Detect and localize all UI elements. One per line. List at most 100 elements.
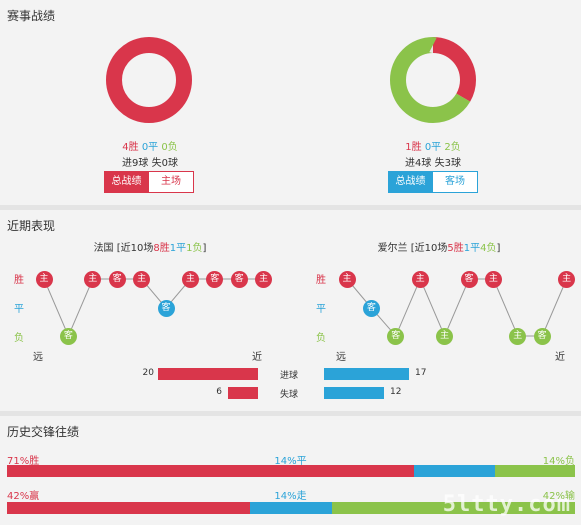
right-form-draws: 1平 bbox=[463, 243, 481, 254]
history-draw-pct: 14%平 bbox=[274, 456, 307, 467]
left-goals-summary: 进9球 失0球 bbox=[100, 154, 200, 169]
left-scored-bar bbox=[158, 368, 258, 380]
left-form-result-dot[interactable]: 主 bbox=[35, 270, 53, 288]
left-form-result-dot[interactable]: 客 bbox=[108, 270, 126, 288]
scored-label: 进球 bbox=[280, 371, 299, 381]
left-team-name: 法国 bbox=[93, 243, 114, 254]
left-goals-against: 失0球 bbox=[151, 158, 178, 169]
right-goals-summary: 进4球 失3球 bbox=[383, 154, 483, 169]
left-tab-home[interactable]: 主场 bbox=[149, 171, 194, 193]
right-scored-bar bbox=[324, 368, 409, 380]
history-handicap-loss-segment bbox=[331, 502, 575, 514]
right-goals-against: 失3球 bbox=[434, 158, 461, 169]
right-axis-draw: 平 bbox=[316, 304, 326, 315]
left-form-result-dot[interactable]: 主 bbox=[133, 270, 151, 288]
right-draw-count: 0平 bbox=[424, 142, 442, 153]
right-form-result-dot[interactable]: 主 bbox=[558, 270, 576, 288]
right-form-result-dot[interactable]: 客 bbox=[362, 299, 380, 317]
right-scored-value: 17 bbox=[415, 368, 427, 378]
left-conceded-value: 6 bbox=[216, 387, 222, 397]
right-conceded-value: 12 bbox=[390, 387, 402, 397]
left-form-bracket-close: ] bbox=[202, 243, 207, 254]
right-form-wins: 5胜 bbox=[447, 243, 464, 254]
watermark: 5ltty.com bbox=[442, 492, 571, 517]
right-axis-near: 近 bbox=[555, 352, 565, 363]
history-win-pct: 71%胜 bbox=[7, 456, 40, 467]
history-handicap-loss-pct: 42%输 bbox=[542, 491, 575, 502]
history-loss-segment bbox=[494, 465, 575, 477]
history-title: 历史交锋往绩 bbox=[7, 425, 80, 439]
history-draw-segment bbox=[414, 465, 495, 477]
conceded-label: 失球 bbox=[280, 390, 299, 400]
right-record-counts: 1胜 0平 2负 bbox=[383, 138, 483, 153]
right-form-result-dot[interactable]: 主 bbox=[484, 270, 502, 288]
right-form-result-dot[interactable]: 主 bbox=[338, 270, 356, 288]
right-axis-win: 胜 bbox=[316, 275, 326, 286]
right-form-line bbox=[346, 277, 568, 338]
right-record-tabs: 总战绩 客场 bbox=[388, 171, 478, 193]
left-axis-far: 远 bbox=[33, 352, 43, 363]
history-handicap-bar bbox=[7, 502, 575, 514]
history-handicap-win-pct: 42%赢 bbox=[7, 491, 40, 502]
left-form-result-dot[interactable]: 主 bbox=[181, 270, 199, 288]
left-form-result-dot[interactable]: 主 bbox=[255, 270, 273, 288]
left-form-result-dot[interactable]: 客 bbox=[59, 327, 77, 345]
right-form-result-dot[interactable]: 主 bbox=[436, 327, 454, 345]
right-form-result-dot[interactable]: 客 bbox=[533, 327, 551, 345]
right-donut-loss-slice bbox=[390, 37, 476, 123]
right-form-bracket: [近10场 bbox=[410, 243, 448, 254]
left-form-losses: 1负 bbox=[186, 243, 203, 254]
right-axis-loss: 负 bbox=[316, 333, 326, 344]
left-loss-count: 0负 bbox=[161, 142, 178, 153]
right-form-result-dot[interactable]: 主 bbox=[411, 270, 429, 288]
left-record-counts: 4胜 0平 0负 bbox=[100, 138, 200, 153]
left-axis-draw: 平 bbox=[14, 304, 24, 315]
right-conceded-bar bbox=[324, 387, 384, 399]
left-scored-value: 20 bbox=[142, 368, 154, 378]
form-lines bbox=[43, 277, 568, 338]
left-form-result-dot[interactable]: 客 bbox=[206, 270, 224, 288]
left-axis-loss: 负 bbox=[14, 333, 24, 344]
left-form-result-dot[interactable]: 主 bbox=[84, 270, 102, 288]
right-form-result-dot[interactable]: 客 bbox=[387, 327, 405, 345]
right-tab-away[interactable]: 客场 bbox=[433, 171, 478, 193]
right-tab-overall[interactable]: 总战绩 bbox=[388, 171, 433, 193]
left-form-line bbox=[43, 278, 264, 338]
history-handicap-push-pct: 14%走 bbox=[274, 491, 307, 502]
left-form-result-dot[interactable]: 客 bbox=[157, 299, 175, 317]
form-panel: 近期表现 法国 [近10场8胜1平1负] 爱尔兰 [近10场5胜1平4负] 胜 … bbox=[0, 210, 581, 411]
left-form-result-dot[interactable]: 客 bbox=[230, 270, 248, 288]
left-form-draws: 1平 bbox=[169, 243, 187, 254]
record-title: 赛事战绩 bbox=[7, 9, 56, 23]
history-result-bar bbox=[7, 465, 575, 477]
history-panel: 历史交锋往绩 71%胜 14%平 14%负 42%赢 14%走 42%输 5lt… bbox=[0, 416, 581, 525]
right-form-result-dot[interactable]: 客 bbox=[460, 270, 478, 288]
right-form-losses: 4负 bbox=[480, 243, 497, 254]
left-draw-count: 0平 bbox=[141, 142, 159, 153]
left-form-header: 法国 [近10场8胜1平1负] bbox=[40, 239, 260, 254]
right-team-name: 爱尔兰 bbox=[377, 243, 408, 254]
history-handicap-win-segment bbox=[7, 502, 251, 514]
right-win-count: 1胜 bbox=[405, 142, 422, 153]
record-panel: 赛事战绩 4胜 0平 0负 进9球 失0球 总战绩 主场 1胜 0平 2负 进4… bbox=[0, 0, 581, 205]
left-goals-for: 进9球 bbox=[122, 158, 149, 169]
history-win-segment bbox=[7, 465, 415, 477]
left-record-tabs: 总战绩 主场 bbox=[104, 171, 194, 193]
right-record-donut bbox=[390, 37, 476, 123]
right-goals-for: 进4球 bbox=[405, 158, 432, 169]
left-record-donut bbox=[106, 37, 192, 123]
left-conceded-bar bbox=[228, 387, 258, 399]
right-loss-count: 2负 bbox=[444, 142, 461, 153]
left-axis-near: 近 bbox=[252, 352, 262, 363]
left-win-count: 4胜 bbox=[122, 142, 139, 153]
left-form-bracket: [近10场 bbox=[116, 243, 154, 254]
right-form-header: 爱尔兰 [近10场5胜1平4负] bbox=[329, 239, 549, 254]
right-axis-far: 远 bbox=[336, 352, 346, 363]
right-form-result-dot[interactable]: 主 bbox=[509, 327, 527, 345]
history-handicap-push-segment bbox=[250, 502, 332, 514]
left-form-wins: 8胜 bbox=[153, 243, 170, 254]
right-form-bracket-close: ] bbox=[496, 243, 501, 254]
left-axis-win: 胜 bbox=[14, 275, 24, 286]
form-title: 近期表现 bbox=[7, 219, 56, 233]
left-tab-overall[interactable]: 总战绩 bbox=[104, 171, 149, 193]
